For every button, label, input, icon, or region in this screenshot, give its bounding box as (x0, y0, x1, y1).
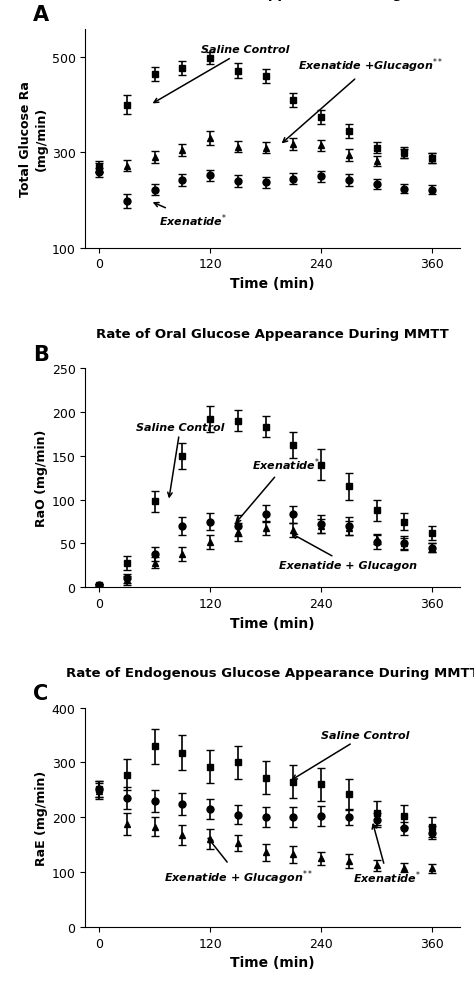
Text: B: B (33, 344, 49, 365)
Y-axis label: Total Glucose Ra
(mg/min): Total Glucose Ra (mg/min) (19, 81, 47, 197)
X-axis label: Time (min): Time (min) (230, 955, 315, 969)
Text: Saline Control: Saline Control (136, 422, 225, 497)
Y-axis label: RaO (mg/min): RaO (mg/min) (35, 430, 47, 527)
Text: Exenatide +Glucagon$^{**}$: Exenatide +Glucagon$^{**}$ (283, 57, 443, 143)
Text: Saline Control: Saline Control (292, 730, 410, 780)
Text: Exenatide + Glucagon$^{**}$: Exenatide + Glucagon$^{**}$ (164, 838, 313, 885)
Text: Saline Control: Saline Control (154, 45, 290, 104)
Y-axis label: RaE (mg/min): RaE (mg/min) (35, 770, 47, 865)
X-axis label: Time (min): Time (min) (230, 277, 315, 291)
Text: C: C (33, 683, 48, 704)
Text: A: A (33, 5, 49, 26)
Text: Exenatide$^{*}$: Exenatide$^{*}$ (354, 824, 421, 885)
Text: Rate of Endogenous Glucose Appearance During MMTT: Rate of Endogenous Glucose Appearance Du… (66, 667, 474, 679)
Text: Total Rate of Glucose Appearance During MMTT: Total Rate of Glucose Appearance During … (94, 0, 451, 1)
Text: Rate of Oral Glucose Appearance During MMTT: Rate of Oral Glucose Appearance During M… (96, 327, 449, 340)
Text: Exenatide + Glucagon: Exenatide + Glucagon (280, 534, 418, 570)
Text: Exenatide$^{*}$: Exenatide$^{*}$ (236, 457, 320, 523)
X-axis label: Time (min): Time (min) (230, 616, 315, 630)
Text: Exenatide$^{*}$: Exenatide$^{*}$ (154, 203, 228, 229)
